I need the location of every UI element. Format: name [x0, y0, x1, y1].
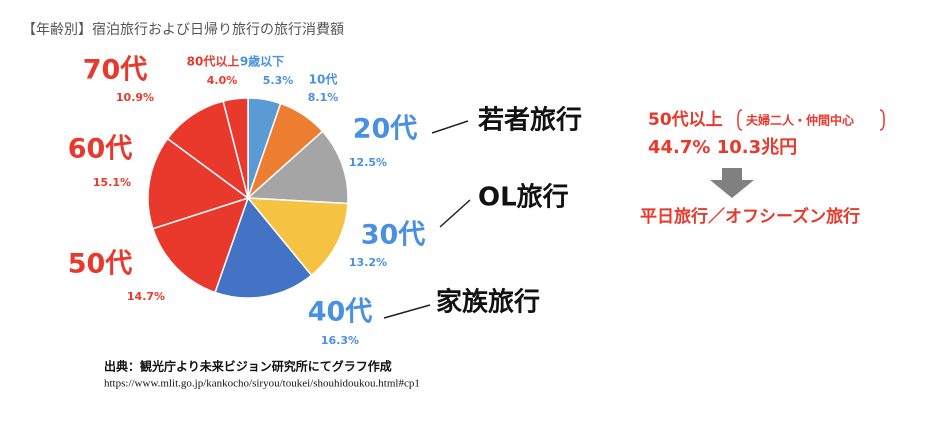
annotation: OL旅行	[478, 182, 569, 213]
annotation: 家族旅行	[436, 287, 540, 318]
value-label: 8.1%	[308, 91, 339, 104]
side-heading: 50代以上	[648, 109, 723, 130]
source-url: https://www.mlit.go.jp/kankocho/siryou/t…	[104, 378, 420, 390]
pie-slice	[214, 196, 313, 299]
chart-title: 【年齢別】宿泊旅行および日帰り旅行の旅行消費額	[22, 21, 344, 38]
pie-slice	[246, 197, 349, 277]
category-label: 80代以上	[187, 54, 240, 69]
side-conclusion: 平日旅行／オフシーズン旅行	[640, 206, 860, 227]
category-label: 30代	[361, 220, 426, 251]
annotation: 若者旅行	[478, 105, 582, 136]
category-label: 10代	[309, 72, 338, 87]
category-label: 20代	[353, 114, 418, 145]
category-label: 9歳以下	[240, 54, 284, 69]
value-label: 4.0%	[207, 74, 238, 87]
bracket	[879, 109, 885, 131]
arrow	[710, 168, 754, 198]
side-figures: 44.7% 10.3兆円	[648, 137, 797, 158]
connector	[383, 304, 431, 319]
pie-slice	[222, 97, 249, 199]
pie-slice	[166, 100, 250, 200]
connector	[431, 120, 469, 134]
pie-slice	[246, 130, 349, 205]
value-label: 10.9%	[116, 91, 154, 104]
connector	[439, 199, 471, 228]
value-label: 5.3%	[263, 74, 294, 87]
side-bracket: 夫婦二人・仲間中心	[745, 113, 854, 128]
category-label: 40代	[308, 297, 373, 328]
pie-slice	[147, 137, 250, 230]
category-label: 70代	[83, 55, 148, 86]
value-label: 16.3%	[321, 334, 359, 347]
value-label: 12.5%	[349, 156, 387, 169]
category-label: 50代	[68, 249, 133, 280]
value-label: 15.1%	[93, 176, 131, 189]
bracket	[737, 109, 743, 131]
source: 出典：観光庁より未来ビジョン研究所にてグラフ作成	[104, 359, 392, 374]
value-label: 13.2%	[349, 256, 387, 269]
category-label: 60代	[68, 134, 133, 165]
value-label: 14.7%	[127, 290, 165, 303]
